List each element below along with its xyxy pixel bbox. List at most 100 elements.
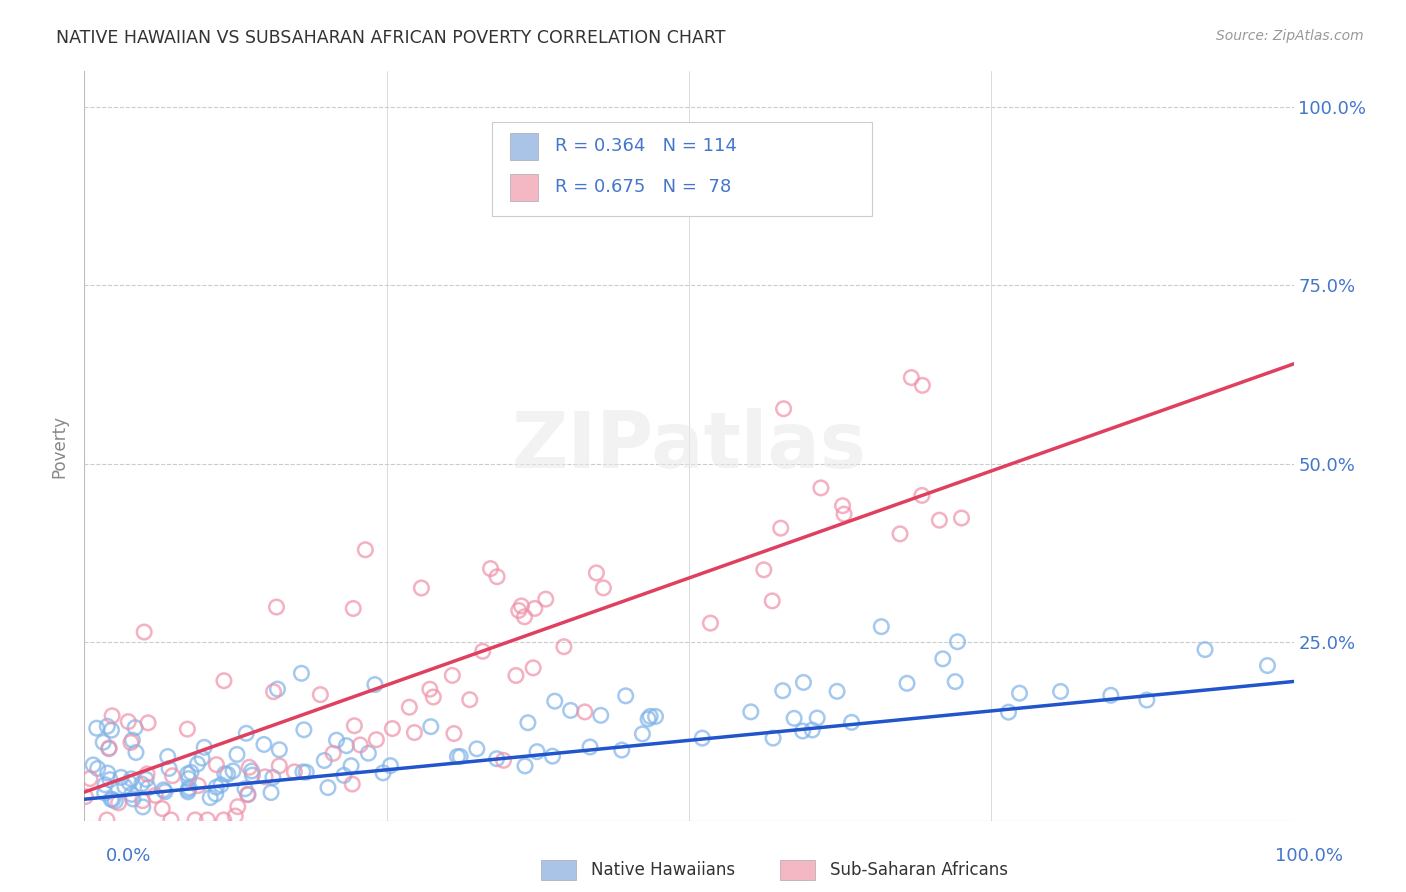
- Point: [946, 634, 969, 648]
- Point: [283, 764, 305, 779]
- Point: [262, 770, 284, 784]
- Text: ZIPatlas: ZIPatlas: [512, 408, 866, 484]
- Point: [761, 594, 783, 608]
- Point: [553, 640, 575, 654]
- Point: [107, 796, 129, 810]
- Point: [1008, 686, 1031, 700]
- Point: [752, 563, 775, 577]
- Point: [86, 762, 108, 776]
- Point: [204, 787, 226, 801]
- Point: [266, 600, 288, 615]
- Point: [177, 767, 200, 781]
- Point: [143, 789, 166, 803]
- Point: [950, 511, 973, 525]
- Point: [122, 792, 145, 806]
- Point: [589, 708, 612, 723]
- Point: [690, 731, 713, 745]
- Point: [134, 625, 156, 640]
- Point: [291, 764, 314, 779]
- Point: [513, 759, 536, 773]
- Point: [419, 682, 441, 697]
- Point: [98, 772, 121, 787]
- Point: [508, 603, 530, 617]
- Point: [342, 777, 364, 791]
- Point: [449, 749, 471, 764]
- Point: [544, 694, 567, 708]
- Point: [343, 719, 366, 733]
- Point: [96, 813, 118, 827]
- Point: [263, 684, 285, 698]
- Point: [614, 689, 637, 703]
- Point: [516, 715, 538, 730]
- Point: [114, 780, 136, 794]
- Text: Native Hawaiians: Native Hawaiians: [591, 861, 735, 879]
- Point: [269, 759, 291, 773]
- Point: [896, 676, 918, 690]
- Point: [335, 739, 357, 753]
- Point: [699, 616, 721, 631]
- Point: [93, 786, 115, 800]
- Point: [534, 592, 557, 607]
- Point: [212, 673, 235, 688]
- Point: [792, 724, 814, 739]
- Point: [254, 770, 277, 784]
- Point: [152, 783, 174, 797]
- Text: R = 0.364   N = 114: R = 0.364 N = 114: [555, 137, 737, 155]
- Point: [1099, 688, 1122, 702]
- Point: [269, 743, 291, 757]
- Point: [523, 601, 546, 615]
- Point: [928, 513, 950, 527]
- Point: [176, 722, 198, 736]
- Point: [825, 684, 848, 698]
- Point: [325, 733, 347, 747]
- Point: [366, 732, 388, 747]
- Point: [118, 775, 141, 789]
- Point: [121, 733, 143, 747]
- Point: [205, 780, 228, 795]
- Point: [832, 507, 855, 521]
- Point: [870, 620, 893, 634]
- Point: [110, 770, 132, 784]
- Point: [443, 726, 465, 740]
- Point: [212, 813, 235, 827]
- Point: [479, 561, 502, 575]
- Point: [486, 570, 509, 584]
- Point: [186, 756, 208, 771]
- Point: [772, 401, 794, 416]
- Point: [91, 735, 114, 749]
- Point: [322, 747, 344, 761]
- Point: [411, 581, 433, 595]
- Point: [198, 790, 221, 805]
- Point: [125, 746, 148, 760]
- Point: [505, 668, 527, 682]
- Point: [900, 370, 922, 384]
- Point: [100, 723, 122, 738]
- Point: [240, 768, 263, 782]
- Point: [1049, 684, 1071, 698]
- Point: [124, 721, 146, 735]
- Point: [75, 789, 97, 804]
- Point: [398, 700, 420, 714]
- Point: [841, 715, 863, 730]
- Point: [446, 749, 468, 764]
- Point: [101, 792, 124, 806]
- Point: [160, 813, 183, 827]
- Point: [560, 703, 582, 717]
- Point: [349, 738, 371, 752]
- Point: [97, 741, 120, 756]
- Point: [783, 711, 806, 725]
- Point: [177, 780, 200, 795]
- Point: [637, 712, 659, 726]
- Point: [94, 778, 117, 792]
- Point: [177, 782, 200, 797]
- Text: NATIVE HAWAIIAN VS SUBSAHARAN AFRICAN POVERTY CORRELATION CHART: NATIVE HAWAIIAN VS SUBSAHARAN AFRICAN PO…: [56, 29, 725, 46]
- Point: [541, 749, 564, 764]
- Point: [97, 766, 120, 780]
- Point: [209, 778, 232, 792]
- Point: [79, 772, 101, 786]
- Point: [792, 675, 814, 690]
- Point: [184, 813, 207, 827]
- Point: [997, 705, 1019, 719]
- Point: [574, 705, 596, 719]
- Point: [1136, 693, 1159, 707]
